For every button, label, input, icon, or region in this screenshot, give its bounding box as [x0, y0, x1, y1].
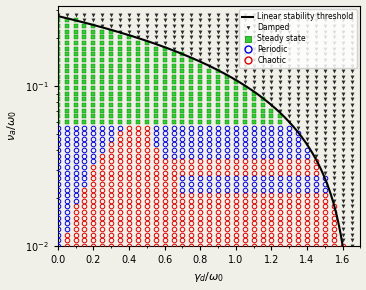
Legend: Linear stability threshold, Damped, Steady state, Periodic, Chaotic: Linear stability threshold, Damped, Stea… — [239, 9, 356, 68]
X-axis label: $\gamma_d / \omega_0$: $\gamma_d / \omega_0$ — [194, 271, 225, 284]
Y-axis label: $\nu_a / \omega_0$: $\nu_a / \omega_0$ — [5, 110, 19, 141]
